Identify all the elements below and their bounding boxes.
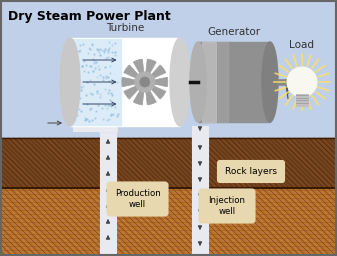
Bar <box>71 39 121 125</box>
Circle shape <box>287 67 317 97</box>
Wedge shape <box>146 91 156 105</box>
Wedge shape <box>133 91 144 105</box>
Wedge shape <box>152 86 166 99</box>
Bar <box>198 42 270 122</box>
Text: Dry Steam Power Plant: Dry Steam Power Plant <box>8 10 171 23</box>
Text: Generator: Generator <box>208 27 261 37</box>
Circle shape <box>140 77 150 87</box>
Bar <box>0 0 337 138</box>
Bar <box>70 38 180 126</box>
Wedge shape <box>152 65 166 78</box>
Text: Turbine: Turbine <box>106 23 144 33</box>
Bar <box>0 138 337 256</box>
Wedge shape <box>124 86 138 99</box>
Ellipse shape <box>170 38 190 126</box>
Wedge shape <box>133 59 144 73</box>
FancyBboxPatch shape <box>199 189 255 223</box>
Bar <box>296 94 308 106</box>
FancyBboxPatch shape <box>107 182 168 216</box>
Bar <box>278 79 286 85</box>
Wedge shape <box>124 65 138 78</box>
Bar <box>0 188 337 254</box>
FancyBboxPatch shape <box>217 161 284 183</box>
Bar <box>202 42 216 122</box>
Bar <box>192 133 208 256</box>
Wedge shape <box>155 77 168 87</box>
Ellipse shape <box>190 42 206 122</box>
Bar <box>100 133 116 256</box>
Ellipse shape <box>60 38 80 126</box>
Text: Production
well: Production well <box>115 189 160 209</box>
Text: Rock layers: Rock layers <box>225 167 277 176</box>
Ellipse shape <box>262 42 278 122</box>
Text: Injection
well: Injection well <box>209 196 245 216</box>
Bar <box>99 114 117 132</box>
Text: Load: Load <box>289 40 314 50</box>
Circle shape <box>135 72 155 92</box>
Bar <box>73 115 100 131</box>
Wedge shape <box>122 77 135 87</box>
Bar <box>218 42 228 122</box>
Wedge shape <box>146 59 156 73</box>
Bar <box>192 126 208 146</box>
